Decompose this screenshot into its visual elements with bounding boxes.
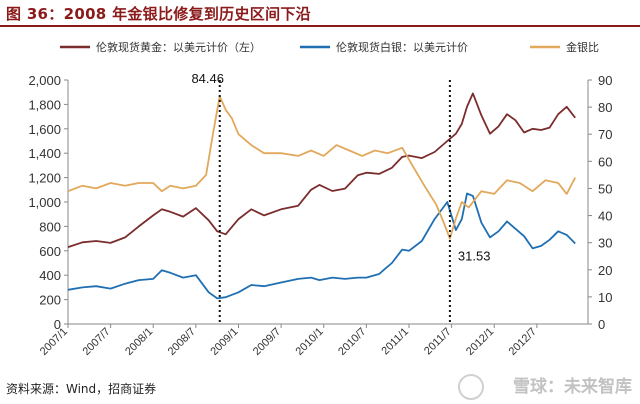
gold-silver-chart: 伦敦现货黄金：以美元计价（左） 伦敦现货白银：以美元计价 金银比 020040060…	[28, 40, 612, 358]
title-divider	[0, 25, 640, 27]
x-tick-label: 2008/1	[123, 326, 155, 358]
x-tick-label: 2010/7	[336, 326, 368, 358]
series-line-3	[67, 95, 576, 240]
left-tick-label: 400	[39, 268, 61, 283]
x-tick-label: 2009/1	[208, 326, 240, 358]
right-tick-label: 20	[598, 263, 612, 278]
x-tick-label: 2008/7	[166, 326, 198, 358]
x-tick-label: 2012/7	[507, 326, 539, 358]
series-layer	[67, 92, 576, 300]
axes: 02004006008001,0001,2001,4001,6001,8002,…	[28, 73, 612, 358]
left-tick-label: 200	[39, 293, 61, 308]
right-tick-label: 90	[598, 73, 612, 88]
right-tick-label: 10	[598, 290, 612, 305]
annotation-layer: 84.46 31.53	[191, 71, 490, 324]
left-tick-label: 1,200	[28, 171, 61, 186]
right-tick-label: 80	[598, 100, 612, 115]
left-tick-label: 2,000	[28, 73, 61, 88]
right-tick-label: 30	[598, 236, 612, 251]
watermark-logo-icon	[458, 374, 484, 400]
series-line-2	[67, 192, 576, 300]
legend-label: 金银比	[566, 40, 599, 54]
chart-legend: 伦敦现货黄金：以美元计价（左） 伦敦现货白银：以美元计价 金银比	[60, 40, 599, 54]
annotation-label: 31.53	[458, 249, 491, 264]
left-tick-label: 0	[54, 317, 61, 332]
legend-label: 伦敦现货黄金：以美元计价（左）	[96, 40, 261, 54]
right-tick-label: 70	[598, 127, 612, 142]
right-tick-label: 0	[598, 317, 605, 332]
source-note: 资料来源：Wind，招商证券	[6, 382, 157, 396]
right-tick-label: 40	[598, 209, 612, 224]
right-tick-label: 50	[598, 181, 612, 196]
left-tick-label: 800	[39, 219, 61, 234]
figure-title: 图 36：2008 年金银比修复到历史区间下沿	[6, 5, 311, 23]
x-tick-label: 2012/1	[464, 326, 496, 358]
left-tick-label: 1,600	[28, 122, 61, 137]
series-line-1	[67, 92, 576, 248]
legend-label: 伦敦现货白银：以美元计价	[336, 40, 468, 54]
x-tick-label: 2011/7	[422, 326, 454, 358]
left-tick-label: 1,000	[28, 195, 61, 210]
right-tick-label: 60	[598, 154, 612, 169]
watermark: 雪球：未来智库	[513, 377, 632, 397]
x-tick-label: 2007/7	[80, 326, 112, 358]
x-tick-label: 2010/1	[294, 326, 326, 358]
left-tick-label: 600	[39, 244, 61, 259]
x-tick-label: 2009/7	[251, 326, 283, 358]
left-tick-label: 1,400	[28, 146, 61, 161]
annotation-label: 84.46	[191, 71, 224, 86]
left-tick-label: 1,800	[28, 97, 61, 112]
x-tick-label: 2011/1	[379, 326, 411, 358]
